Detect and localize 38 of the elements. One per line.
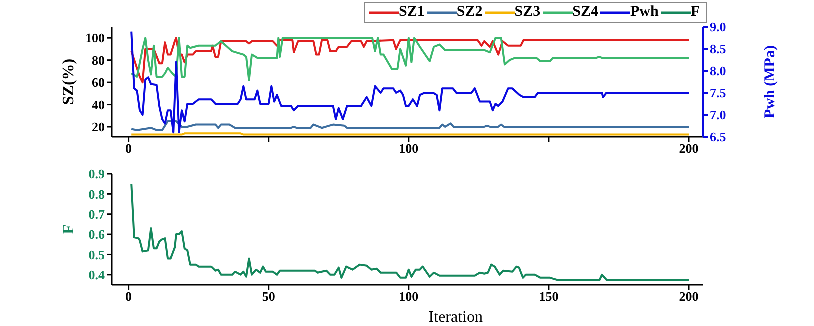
y-tick-label: 0.7 — [88, 206, 106, 222]
y-axis-title: F — [60, 224, 78, 234]
x-tick-label: 200 — [679, 141, 699, 156]
legend-label: F — [690, 4, 700, 21]
x-axis-title: Iteration — [428, 309, 483, 326]
y-axis-title: SZ(%) — [60, 58, 78, 106]
x-tick-label: 200 — [679, 289, 699, 304]
y-tick-label: 0.6 — [88, 227, 106, 242]
y-tick-label: 40 — [92, 97, 105, 112]
y-tick-label: 0.4 — [88, 268, 106, 283]
y-tick-label: 20 — [92, 120, 105, 135]
y2-tick-label: 7.5 — [710, 86, 727, 101]
x-tick-label: 100 — [399, 289, 419, 304]
y-tick-label: 60 — [92, 75, 105, 90]
x-tick-label: 150 — [539, 289, 559, 304]
y2-tick-label: 8.5 — [710, 42, 727, 57]
x-tick-label: 100 — [399, 141, 419, 156]
y2-tick-label: 7.0 — [710, 108, 726, 123]
line-series — [130, 30, 690, 134]
legend-label: SZ1 — [399, 4, 425, 21]
y-tick-label: 0.5 — [88, 247, 106, 262]
y2-tick-label: 8.0 — [710, 64, 726, 79]
x-tick-label: 0 — [126, 141, 132, 156]
legend-label: SZ2 — [456, 4, 483, 21]
y2-tick-label: 6.5 — [710, 130, 727, 145]
y2-axis-title: Pwh (MPa) — [762, 46, 778, 118]
legend-label: SZ3 — [514, 4, 541, 21]
y2-tick-label: 9.0 — [710, 20, 726, 35]
line-series — [130, 183, 690, 281]
y-tick-label: 0.8 — [88, 186, 106, 202]
y-tick-label: 0.9 — [88, 166, 106, 182]
line-series — [130, 120, 690, 132]
legend-label: SZ4 — [572, 4, 598, 21]
x-tick-label: 0 — [126, 289, 132, 304]
legend-label: Pwh — [630, 4, 659, 21]
x-tick-label: 50 — [262, 289, 276, 304]
y-tick-label: 80 — [92, 52, 105, 68]
y-tick-label: 100 — [86, 30, 105, 46]
